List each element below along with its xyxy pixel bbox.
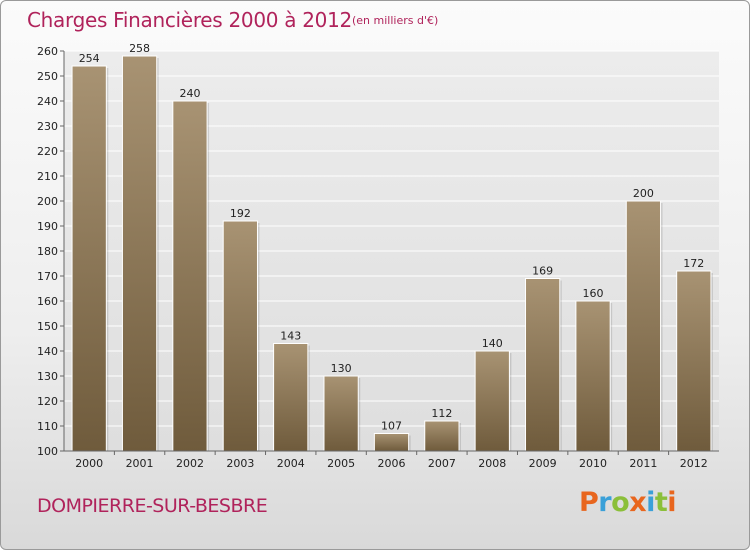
y-tick-label: 100 <box>37 445 58 458</box>
x-tick-label-2012: 2012 <box>680 457 708 470</box>
x-tick-label-2001: 2001 <box>126 457 154 470</box>
data-label-2008: 140 <box>482 337 503 350</box>
bar-2003 <box>222 220 258 452</box>
y-tick-label: 260 <box>37 45 58 58</box>
y-tick-label: 130 <box>37 370 58 383</box>
bar-2008 <box>474 350 510 452</box>
y-tick-label: 220 <box>37 145 58 158</box>
x-tick-label-2003: 2003 <box>226 457 254 470</box>
bar-2002 <box>172 100 208 452</box>
commune-name: DOMPIERRE-SUR-BESBRE <box>37 495 268 517</box>
data-label-2004: 143 <box>280 330 301 343</box>
y-tick-label: 250 <box>37 70 58 83</box>
data-label-2000: 254 <box>79 52 100 65</box>
logo-letter: o <box>611 487 630 518</box>
y-tick-label: 110 <box>37 420 58 433</box>
logo-letter: r <box>598 487 612 518</box>
x-tick-label-2000: 2000 <box>75 457 103 470</box>
x-axis: 2000 2001 2002 2003 2004 2005 2006 2007 2008 2009… <box>64 450 719 470</box>
x-tick-label-2011: 2011 <box>629 457 657 470</box>
bar-2001 <box>121 55 158 452</box>
bar-2006 <box>373 433 410 452</box>
y-tick-label: 180 <box>37 245 58 258</box>
data-label-2006: 107 <box>381 420 402 433</box>
y-tick-label: 160 <box>37 295 58 308</box>
data-label-2010: 160 <box>583 287 604 300</box>
data-label-2003: 192 <box>230 207 251 220</box>
bar-2012 <box>676 270 712 452</box>
chart-title: Charges Financières 2000 à 2012 <box>27 8 352 32</box>
x-tick-label-2005: 2005 <box>327 457 355 470</box>
bar-2004 <box>273 343 309 452</box>
y-tick-label: 150 <box>37 320 58 333</box>
data-label-2007: 112 <box>431 407 452 420</box>
x-tick-label-2007: 2007 <box>428 457 456 470</box>
bar-2000 <box>71 65 107 452</box>
bar-2011 <box>625 200 662 452</box>
bar-2010 <box>575 300 611 452</box>
data-label-2005: 130 <box>331 362 352 375</box>
x-tick-label-2006: 2006 <box>378 457 406 470</box>
y-tick-label: 190 <box>37 220 58 233</box>
x-tick-label-2010: 2010 <box>579 457 607 470</box>
y-axis: 100 110 120 130 140 150 160 170 180 190 200 210 220 2… <box>37 45 65 458</box>
x-tick-label-2009: 2009 <box>529 457 557 470</box>
logo-letter: i <box>667 487 677 518</box>
bar-2007 <box>424 420 460 452</box>
y-tick-label: 240 <box>37 95 58 108</box>
x-tick-label-2002: 2002 <box>176 457 204 470</box>
data-label-2002: 240 <box>179 87 200 100</box>
proxiti-logo: Proxiti <box>579 487 677 518</box>
data-label-2012: 172 <box>683 257 704 270</box>
logo-letter: i <box>646 487 655 518</box>
logo-letter: x <box>629 487 647 518</box>
bars <box>71 55 713 452</box>
bar-2005 <box>323 375 359 452</box>
y-tick-label: 230 <box>37 120 58 133</box>
chart-subtitle: (en milliers d'€) <box>352 14 439 27</box>
data-label-2001: 258 <box>129 42 150 55</box>
y-tick-label: 120 <box>37 395 58 408</box>
y-tick-label: 200 <box>37 195 58 208</box>
data-label-2011: 200 <box>633 187 654 200</box>
x-tick-label-2004: 2004 <box>277 457 305 470</box>
y-tick-label: 170 <box>37 270 58 283</box>
data-label-2009: 169 <box>532 265 553 278</box>
data-labels: 254 258 240 192 143 130 107 112 140 169 160 200 172 <box>79 42 705 433</box>
x-tick-label-2008: 2008 <box>478 457 506 470</box>
y-tick-label: 210 <box>37 170 58 183</box>
y-tick-label: 140 <box>37 345 58 358</box>
logo-letter: P <box>579 487 599 518</box>
bar-2009 <box>525 278 561 452</box>
logo-letter: t <box>654 487 668 518</box>
